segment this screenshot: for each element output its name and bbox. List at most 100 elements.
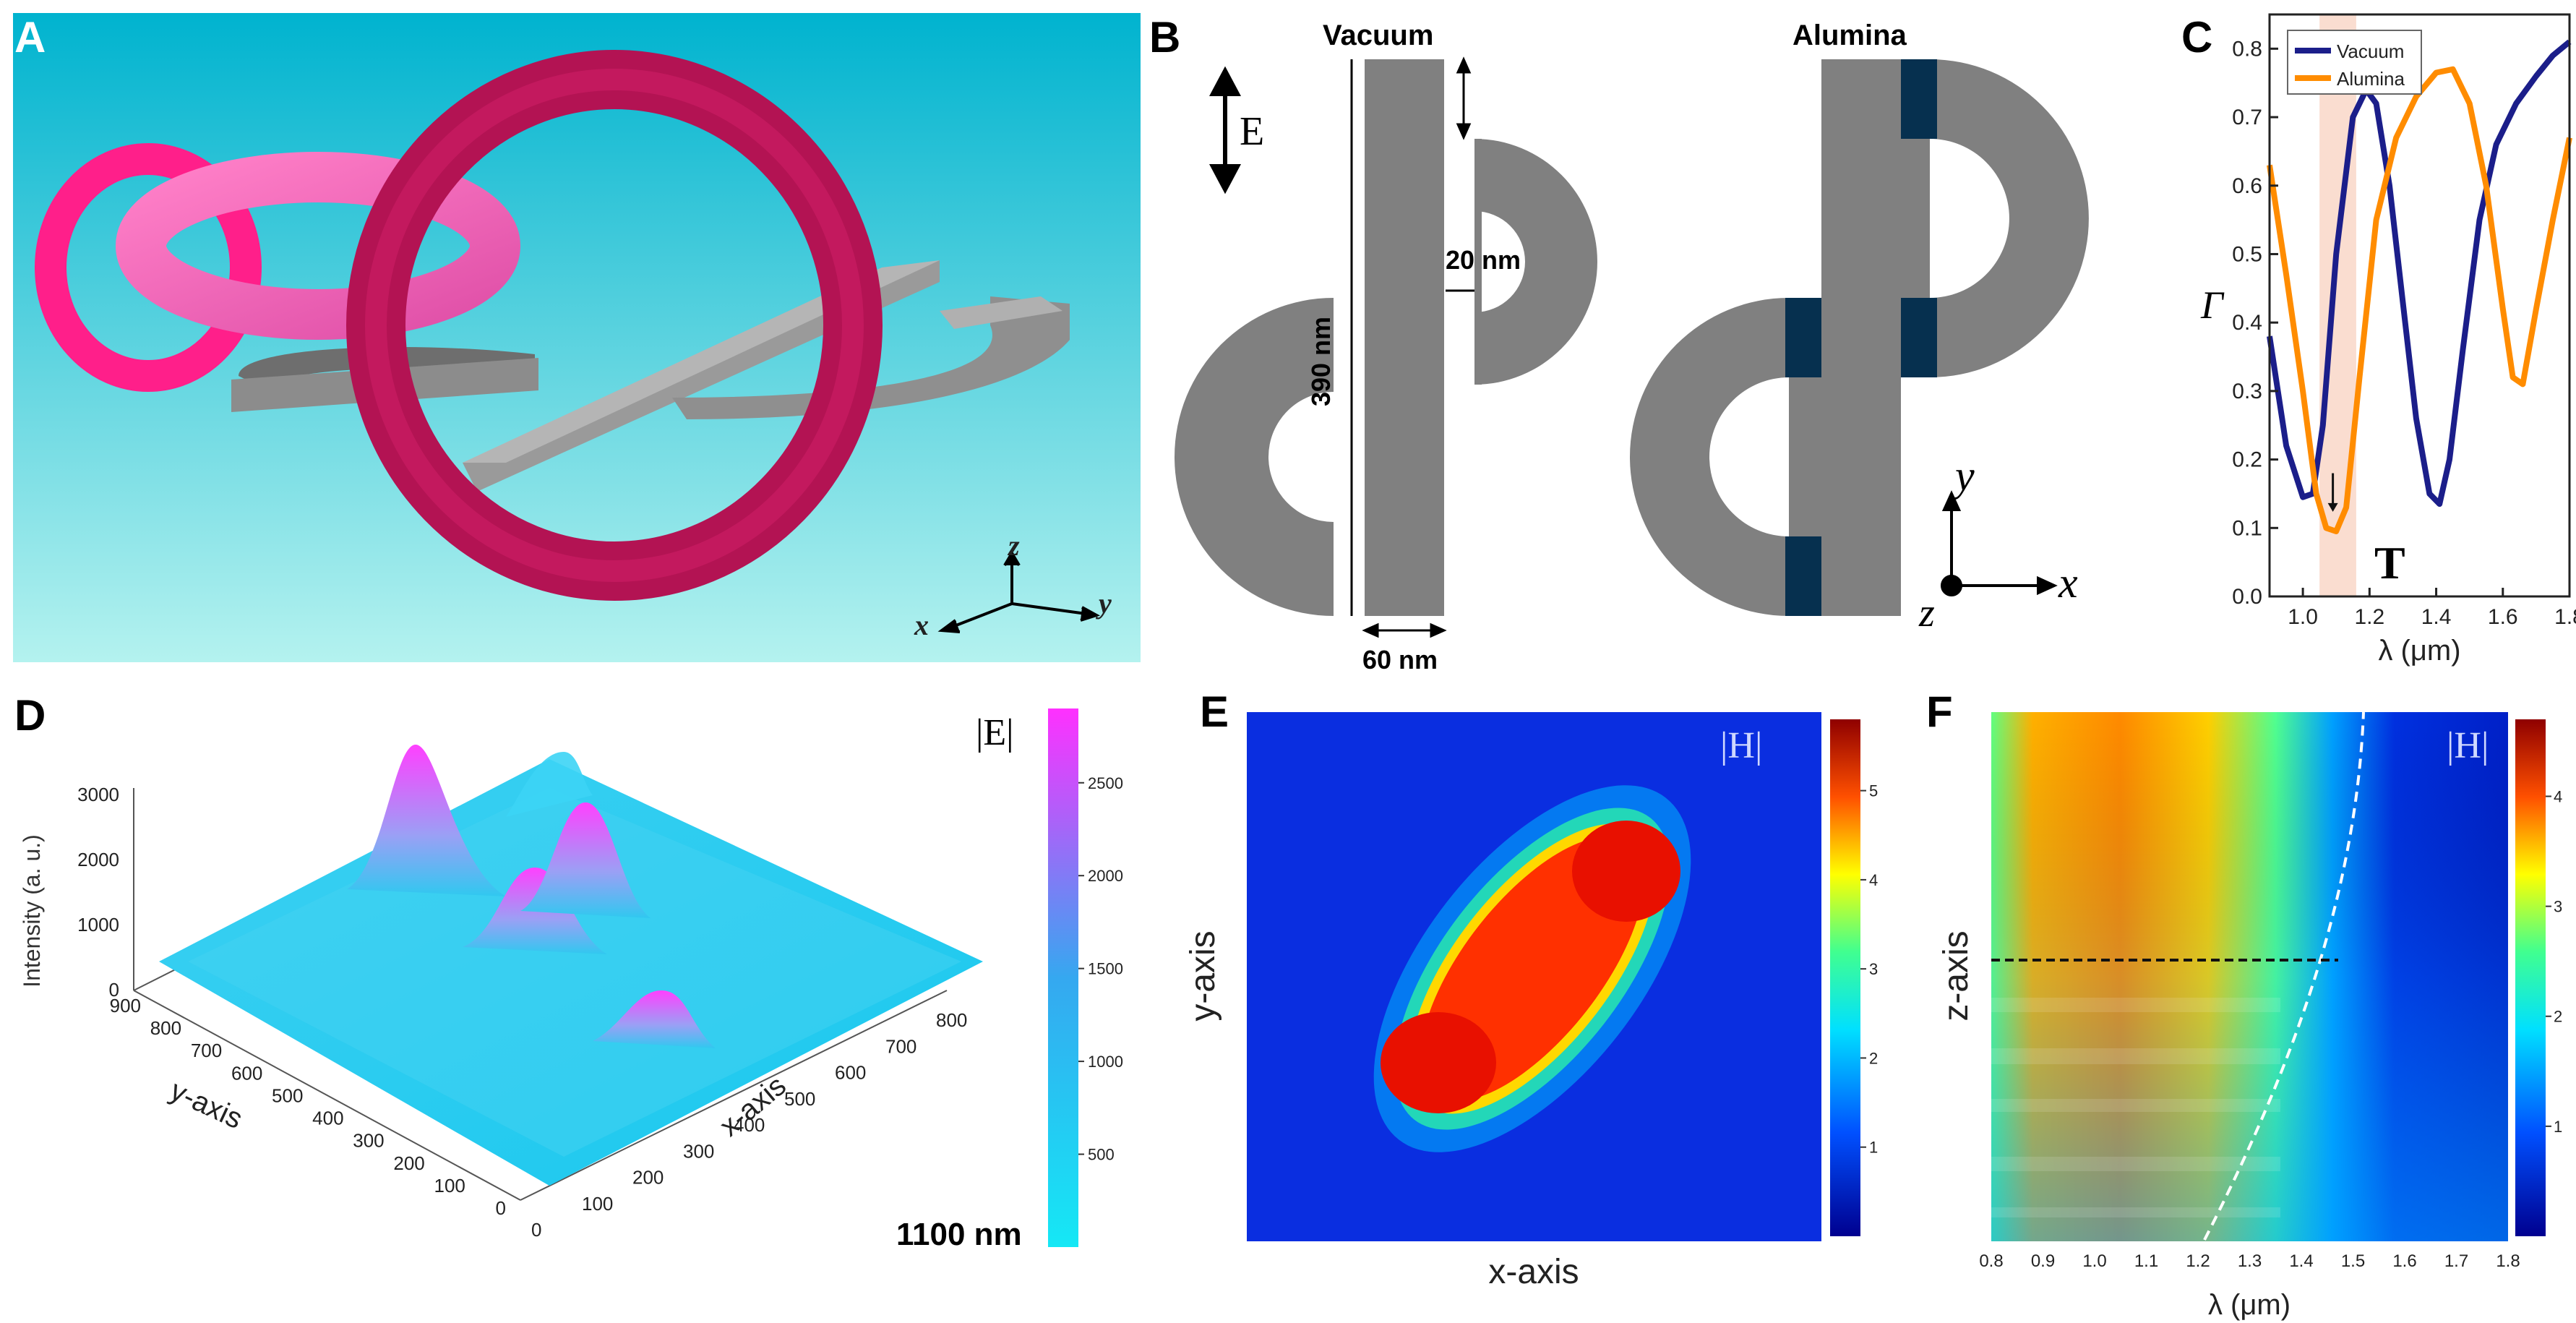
field-map-x-label: x-axis: [1488, 1253, 1579, 1291]
y-tick-label: 700: [191, 1040, 222, 1061]
dim-width-label: 60 nm: [1362, 645, 1438, 675]
y-tick-label: 0.2: [2232, 448, 2262, 472]
x-tick-label: 1.3: [2238, 1251, 2262, 1271]
x-tick-label: 1.7: [2444, 1251, 2468, 1271]
panel-b-z-label: z: [1918, 591, 1935, 635]
dip-arrow-head: [2327, 502, 2338, 512]
surface-colorbar: [1048, 708, 1078, 1247]
x-tick-label: 0.8: [1979, 1251, 2003, 1271]
panel-e: E |H| x-axis y-axis 5 4 3 2 1: [1184, 688, 1878, 1291]
dim-height-label: 390 nm: [1306, 317, 1336, 406]
z-tick-label: 2000: [77, 849, 119, 870]
panel-c-label: C: [2181, 13, 2212, 61]
z-tick-label: 3000: [77, 784, 119, 805]
srr-alumina: [1630, 59, 2089, 616]
y-tick-label: 900: [110, 995, 141, 1016]
srr-vacuum: [1175, 59, 1597, 616]
y-tick-label: 400: [312, 1108, 343, 1129]
x-tick-label: 1.6: [2488, 605, 2518, 629]
dim-gap-side-label: 20 nm: [1446, 245, 1521, 275]
panel-b-label: B: [1149, 13, 1180, 61]
surface-ticks: 0100020003000010020030040050060070080090…: [77, 784, 967, 1241]
x-tick-label: 1.2: [2186, 1251, 2210, 1271]
colorbar-tick-label: 2: [2554, 1008, 2562, 1026]
spectral-map-bands: [1991, 998, 2280, 1217]
x-tick-label: 1.6: [2392, 1251, 2416, 1271]
x-tick-label: 500: [784, 1088, 815, 1110]
spectral-map-shading: [1991, 712, 2508, 1241]
x-tick-label: 1.1: [2134, 1251, 2158, 1271]
y-tick-label: 0.6: [2232, 174, 2262, 198]
y-tick-label: 0.3: [2232, 380, 2262, 403]
panel-b-title-vacuum: Vacuum: [1323, 20, 1433, 51]
legend-entry-vacuum: Vacuum: [2337, 40, 2404, 62]
x-tick-label: 1.8: [2554, 605, 2576, 629]
panel-a: A z x: [13, 13, 1141, 662]
dispersion-curve: [2203, 711, 2365, 1241]
colorbar-tick-label: 4: [1869, 871, 1878, 889]
y-tick-label: 0.4: [2232, 311, 2262, 335]
y-axis-title: Γ: [2200, 283, 2225, 327]
y-tick-label: 0.8: [2232, 37, 2262, 61]
colorbar-tick-label: 2500: [1088, 774, 1123, 792]
colorbar-tick-label: 2000: [1088, 867, 1123, 885]
e-field-arrow: [1209, 66, 1241, 194]
gamma-line-chart: 1.0 1.2 1.4 1.6 1.8 0.0 0.1 0.2 0.3 0.4 0.5 0.6 0.7 0…: [2200, 13, 2576, 667]
alumina-spacers: [1785, 59, 1937, 616]
spectral-map-y-label: z-axis: [1937, 930, 1975, 1021]
colorbar-tick-label: 1: [2554, 1118, 2562, 1136]
split-ring-resonator: [231, 260, 1070, 492]
x-tick-label: 1.8: [2496, 1251, 2520, 1271]
y-tick-label: 100: [434, 1175, 465, 1196]
panel-f: F |H| z-axis 0.8 0.9 1.0 1.1 1.2 1.3 1.4 1.5 1.6…: [1926, 688, 2562, 1321]
x-tick-label: 1.2: [2354, 605, 2384, 629]
panel-b-y-label: y: [1951, 452, 1975, 500]
panel-b-axes: [1941, 490, 2058, 596]
colorbar-tick-label: 3: [1869, 960, 1878, 978]
y-tick-label: 0: [496, 1197, 506, 1219]
y-tick-label: 300: [353, 1130, 384, 1152]
spectral-map-x-label: λ (μm): [2208, 1289, 2291, 1321]
crimson-ring-large: [346, 50, 883, 601]
panel-b: B Vacuum Alumina E 390 nm 60: [1149, 13, 2089, 675]
x-tick-label: 1.4: [2289, 1251, 2313, 1271]
spectral-map-title: |H|: [2447, 725, 2489, 766]
x-tick-label: 800: [936, 1009, 967, 1031]
e-field-label: E: [1240, 109, 1264, 154]
field-map-title: |H|: [1720, 725, 1762, 766]
z-tick-label: 1000: [77, 914, 119, 935]
pink-torus: [116, 152, 520, 340]
y-tick-label: 600: [231, 1062, 262, 1084]
colorbar-tick-label: 1: [1869, 1139, 1878, 1157]
surface-colorbar-ticks: 2500 2000 1500 1000 500: [1078, 774, 1123, 1164]
legend-box: [2287, 30, 2422, 95]
panel-a-z-label: z: [1007, 529, 1020, 562]
pink-ring-small: [35, 143, 262, 392]
x-tick-label: 0: [531, 1219, 541, 1241]
x-tick-label: 200: [632, 1167, 664, 1189]
y-tick-label: 500: [272, 1084, 303, 1106]
z-tick-label: 0: [109, 979, 119, 1001]
x-tick-label: 100: [582, 1193, 613, 1215]
panel-a-y-label: y: [1096, 587, 1112, 620]
plot-frame: [2268, 13, 2571, 598]
colorbar-tick-label: 2: [1869, 1049, 1878, 1067]
colorbar-tick-label: 5: [1869, 782, 1878, 800]
vacuum-dimensions: [1350, 56, 1474, 638]
panel-a-x-label: x: [914, 609, 929, 641]
x-tick-label: 700: [885, 1035, 916, 1057]
colorbar-tick-label: 1500: [1088, 960, 1123, 978]
colorbar-tick-label: 500: [1088, 1146, 1115, 1164]
y-tick-label: 0.0: [2232, 585, 2262, 609]
series-line-alumina: [2267, 66, 2572, 534]
field-map-colorbar-ticks: 5 4 3 2 1: [1860, 782, 1878, 1157]
spectral-map-colorbar-ticks: 4 3 2 1: [2546, 787, 2562, 1136]
x-tick-label: 0.9: [2031, 1251, 2055, 1271]
x-tick-label: 1.4: [2421, 605, 2452, 629]
panel-e-label: E: [1200, 688, 1229, 736]
x-tick-label: 600: [835, 1062, 866, 1084]
field-map-colorbar: [1830, 719, 1860, 1236]
x-tick-label: 1.0: [2288, 605, 2318, 629]
x-tick-label: 400: [734, 1114, 765, 1136]
